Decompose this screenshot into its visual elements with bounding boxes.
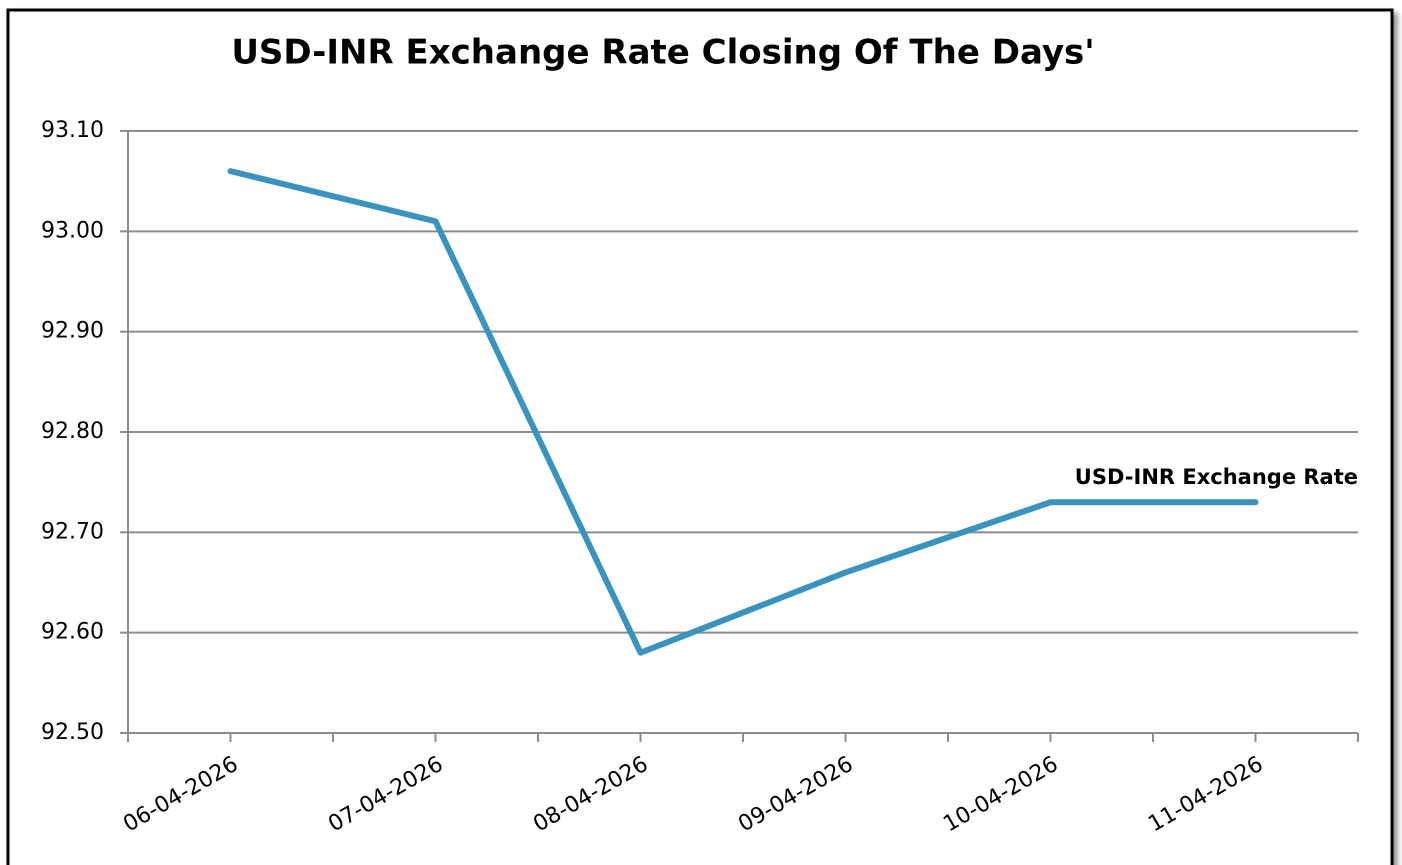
chart-frame: [6, 8, 1394, 865]
y-tick-label: 93.10: [41, 118, 104, 143]
series-label: USD-INR Exchange Rate: [1075, 465, 1358, 489]
y-tick-label: 92.60: [41, 620, 104, 645]
y-tick-label: 92.50: [41, 720, 104, 745]
y-tick-label: 92.80: [41, 419, 104, 444]
series-line: [227, 168, 1259, 656]
y-tick-label: 92.90: [41, 319, 104, 344]
y-tick-label: 93.00: [41, 218, 104, 243]
y-tick-label: 92.70: [41, 519, 104, 544]
chart-title: USD-INR Exchange Rate Closing Of The Day…: [231, 33, 1094, 73]
